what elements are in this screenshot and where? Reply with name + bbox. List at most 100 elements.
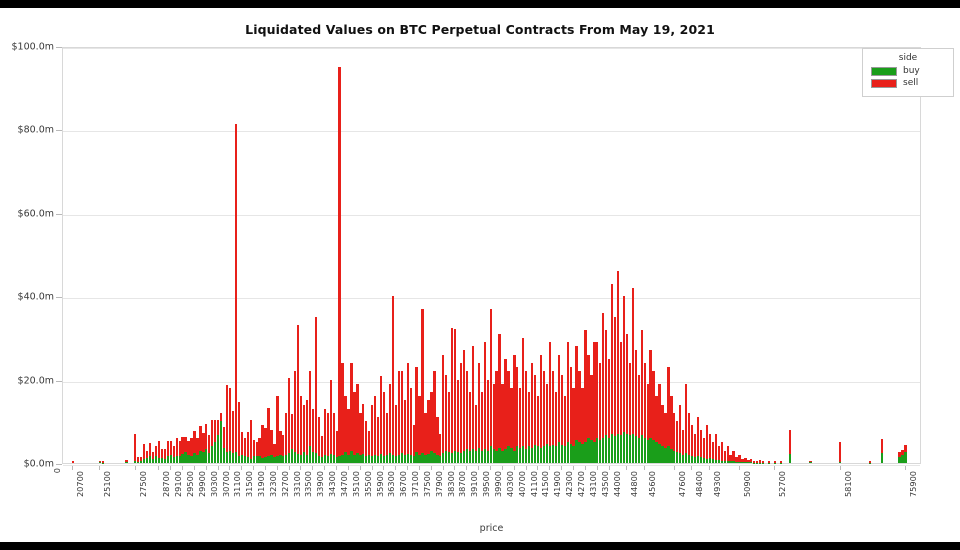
bar[interactable]: [545, 383, 549, 463]
bar[interactable]: [412, 425, 415, 463]
bar[interactable]: [474, 404, 478, 463]
bar[interactable]: [436, 417, 439, 463]
bar[interactable]: [839, 442, 842, 463]
bar[interactable]: [208, 434, 211, 463]
bar[interactable]: [809, 461, 812, 463]
bar[interactable]: [202, 433, 205, 463]
bar[interactable]: [273, 443, 276, 463]
bar[interactable]: [637, 375, 640, 463]
bar[interactable]: [249, 420, 252, 463]
bar[interactable]: [578, 371, 581, 463]
bar[interactable]: [605, 329, 608, 463]
bar[interactable]: [163, 448, 166, 463]
bar[interactable]: [157, 440, 161, 463]
bar[interactable]: [480, 392, 483, 463]
bar[interactable]: [148, 442, 152, 463]
bar[interactable]: [376, 417, 380, 463]
bar[interactable]: [738, 454, 741, 463]
bar[interactable]: [762, 461, 765, 463]
bar[interactable]: [720, 442, 723, 463]
bar[interactable]: [750, 458, 753, 463]
bar[interactable]: [566, 342, 569, 463]
bar[interactable]: [610, 283, 614, 463]
bar[interactable]: [264, 427, 267, 463]
bar[interactable]: [187, 441, 190, 463]
bar[interactable]: [753, 460, 756, 463]
bar[interactable]: [430, 392, 433, 463]
bar[interactable]: [311, 408, 315, 463]
bar[interactable]: [468, 392, 472, 463]
bar[interactable]: [234, 124, 238, 463]
bar[interactable]: [421, 308, 424, 463]
bar[interactable]: [353, 392, 356, 463]
bar[interactable]: [270, 429, 273, 463]
legend[interactable]: side buy sell: [862, 48, 954, 97]
bar[interactable]: [394, 404, 398, 463]
bar[interactable]: [477, 362, 480, 463]
bar[interactable]: [729, 454, 732, 463]
bar[interactable]: [335, 431, 338, 463]
bar[interactable]: [548, 342, 552, 463]
bar[interactable]: [779, 461, 783, 463]
bar[interactable]: [504, 358, 507, 463]
bar[interactable]: [602, 312, 605, 463]
bar[interactable]: [365, 421, 368, 463]
bar[interactable]: [403, 400, 406, 463]
bar[interactable]: [572, 387, 575, 463]
bar[interactable]: [267, 407, 270, 463]
bar[interactable]: [261, 424, 264, 463]
bar[interactable]: [696, 417, 700, 463]
bar[interactable]: [231, 411, 235, 463]
bar[interactable]: [137, 456, 140, 463]
bar[interactable]: [237, 402, 241, 463]
bar[interactable]: [288, 377, 291, 463]
bar[interactable]: [341, 362, 344, 463]
bar[interactable]: [483, 342, 486, 463]
bar[interactable]: [196, 438, 199, 463]
bar[interactable]: [193, 431, 196, 463]
bar[interactable]: [744, 458, 747, 463]
bar[interactable]: [453, 328, 457, 463]
bar[interactable]: [495, 371, 498, 463]
bar[interactable]: [356, 383, 359, 463]
bar[interactable]: [299, 396, 303, 463]
bar[interactable]: [539, 354, 543, 463]
bar[interactable]: [542, 371, 546, 463]
bar[interactable]: [406, 362, 409, 463]
bar[interactable]: [501, 383, 504, 463]
bar[interactable]: [317, 417, 321, 463]
bar[interactable]: [682, 429, 685, 463]
bar[interactable]: [302, 404, 306, 463]
bar[interactable]: [448, 392, 451, 463]
bar[interactable]: [465, 371, 469, 463]
bar[interactable]: [222, 427, 226, 463]
bar[interactable]: [569, 367, 572, 463]
bar[interactable]: [427, 400, 430, 463]
bar[interactable]: [442, 354, 445, 463]
bar[interactable]: [670, 396, 673, 463]
bar[interactable]: [676, 421, 679, 463]
bar[interactable]: [391, 296, 395, 463]
bar[interactable]: [690, 425, 694, 463]
bar[interactable]: [125, 460, 128, 463]
bar[interactable]: [492, 383, 495, 463]
bar[interactable]: [98, 460, 101, 463]
bar[interactable]: [211, 419, 214, 463]
bar[interactable]: [181, 437, 184, 463]
bar[interactable]: [551, 371, 555, 463]
bar[interactable]: [522, 337, 525, 463]
bar[interactable]: [282, 434, 285, 463]
bar[interactable]: [415, 367, 418, 463]
bar[interactable]: [347, 408, 350, 463]
bar[interactable]: [486, 379, 489, 463]
bar[interactable]: [658, 383, 661, 463]
bar[interactable]: [276, 396, 279, 463]
bar[interactable]: [228, 387, 232, 463]
bar[interactable]: [368, 430, 371, 463]
bar[interactable]: [338, 66, 341, 463]
bar[interactable]: [664, 412, 667, 463]
bar[interactable]: [258, 437, 261, 463]
bar[interactable]: [655, 396, 658, 463]
bar[interactable]: [687, 412, 691, 463]
bar[interactable]: [596, 342, 599, 463]
